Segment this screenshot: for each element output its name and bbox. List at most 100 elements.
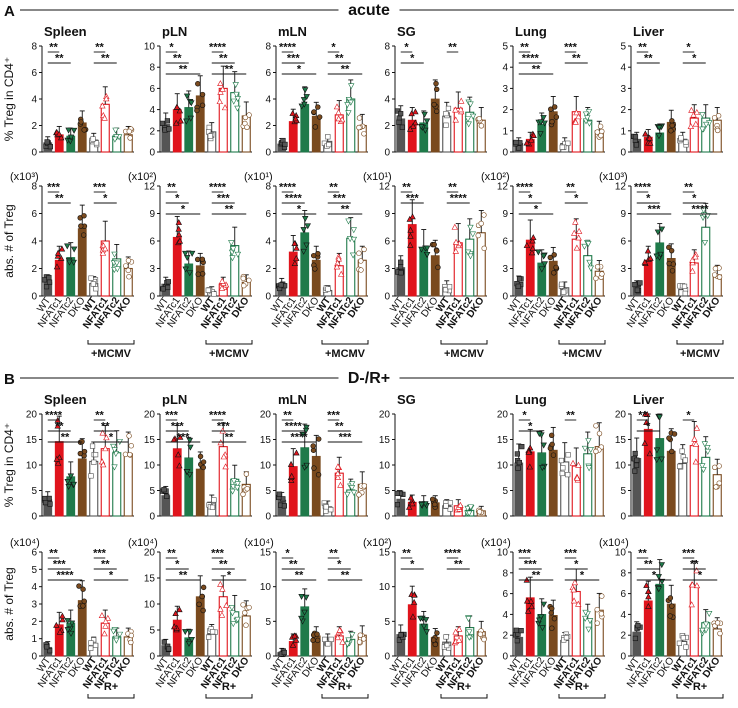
significance-label: * <box>297 204 302 216</box>
data-point <box>161 487 167 493</box>
significance-label: **** <box>56 570 74 582</box>
significance-label: ** <box>341 204 350 216</box>
data-point <box>700 207 707 214</box>
multiplier-label: (x10²) <box>363 537 392 549</box>
treatment-bracket <box>440 340 488 345</box>
data-point <box>667 595 674 601</box>
y-tick-label: 0 <box>265 652 271 663</box>
data-point <box>102 445 109 452</box>
y-tick-label: 0 <box>502 652 508 663</box>
data-point <box>111 464 118 471</box>
data-point <box>457 106 465 113</box>
data-point <box>42 500 49 506</box>
data-point <box>67 134 75 141</box>
data-point <box>325 641 331 647</box>
data-point <box>669 122 675 129</box>
data-point <box>112 127 119 134</box>
data-point <box>116 631 124 638</box>
y-tick-label: 6 <box>265 68 271 79</box>
data-point <box>418 246 425 253</box>
data-point <box>536 431 543 438</box>
data-point <box>541 120 548 127</box>
bar <box>346 237 356 297</box>
data-point <box>217 605 224 612</box>
data-point <box>410 598 418 605</box>
data-point <box>335 115 342 122</box>
data-point <box>186 437 194 444</box>
bar <box>465 238 475 297</box>
data-point <box>176 237 184 244</box>
data-point <box>536 617 543 624</box>
y-tick-label: 0 <box>384 292 390 303</box>
significance-label: ** <box>283 410 292 422</box>
y-tick-label: 5 <box>31 486 37 497</box>
data-point <box>547 254 553 261</box>
data-point <box>160 286 166 292</box>
significance-label: * <box>652 570 657 582</box>
y-tick-label: 0 <box>384 148 390 159</box>
data-point <box>594 264 601 270</box>
data-point <box>683 644 689 650</box>
significance-label: * <box>574 193 579 205</box>
significance-label: ** <box>289 559 298 571</box>
bar <box>195 265 205 297</box>
data-point <box>350 227 357 234</box>
significance-label: * <box>169 42 174 54</box>
significance-label: ** <box>101 559 110 571</box>
data-point <box>432 501 438 508</box>
y-tick-label: 0 <box>149 292 155 303</box>
bar <box>666 603 676 657</box>
y-tick-label: 0 <box>502 148 508 159</box>
data-point <box>68 620 76 627</box>
data-point <box>581 243 588 250</box>
data-point <box>656 414 663 421</box>
data-point <box>701 240 709 247</box>
significance-label: *** <box>53 559 67 571</box>
plot-1-1-3: 0 5 10 15 20 SG <box>379 392 487 523</box>
data-point <box>632 468 638 474</box>
treatment-bracket <box>205 340 253 345</box>
y-tick-label: 9 <box>502 209 508 220</box>
treatment-label: +MCMV <box>209 348 250 360</box>
significance-label: * <box>337 559 342 571</box>
significance-label: ** <box>566 182 575 194</box>
treatment-label: +MCMV <box>562 348 603 360</box>
data-point <box>99 429 106 436</box>
bar <box>77 600 87 657</box>
y-tick-label: 0 <box>620 148 626 159</box>
data-point <box>481 245 487 252</box>
significance-label: ** <box>572 53 581 65</box>
data-point <box>361 246 367 253</box>
data-point <box>551 615 558 622</box>
data-point <box>481 212 487 218</box>
bar <box>548 449 558 517</box>
y-tick-label: 5 <box>384 617 390 628</box>
data-point <box>78 119 84 125</box>
bar <box>643 600 653 657</box>
data-point <box>668 247 675 254</box>
data-point <box>356 250 362 256</box>
data-point <box>350 236 358 243</box>
data-point <box>188 100 195 107</box>
bar <box>123 453 133 517</box>
significance-label: * <box>528 421 533 433</box>
data-point <box>172 610 179 616</box>
data-point <box>345 110 352 117</box>
data-point <box>58 134 65 141</box>
data-point <box>560 465 566 471</box>
data-point <box>103 95 110 102</box>
data-point <box>407 125 414 132</box>
data-point <box>110 443 117 450</box>
data-point <box>70 481 78 488</box>
significance-label: ** <box>644 559 653 571</box>
data-point <box>431 101 437 108</box>
bar <box>300 103 310 153</box>
data-point <box>396 119 402 125</box>
data-point <box>712 464 718 471</box>
data-point <box>70 127 78 134</box>
significance-label: **** <box>279 182 297 194</box>
panel-title: acute <box>348 2 390 19</box>
significance-label: * <box>686 410 691 422</box>
